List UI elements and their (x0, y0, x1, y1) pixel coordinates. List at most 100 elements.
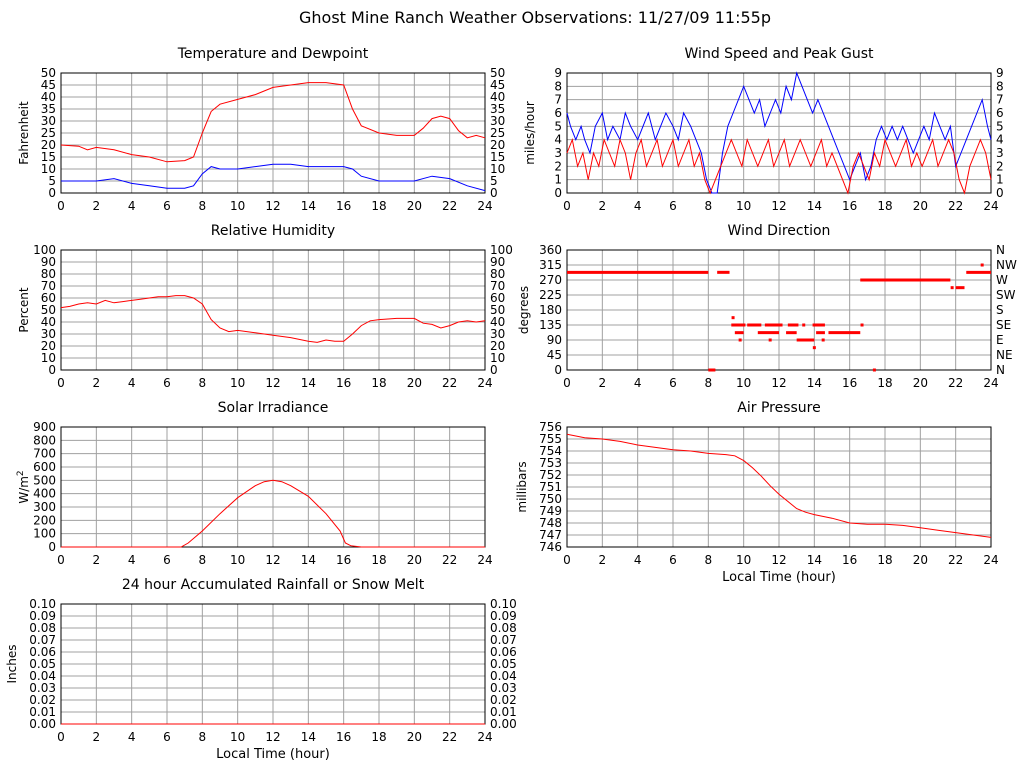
x-tick-label: 2 (599, 553, 607, 567)
y-tick-label: 600 (33, 460, 56, 474)
y-tick-label-right: 0 (490, 363, 498, 377)
x-tick-label: 8 (199, 199, 207, 213)
y-tick-label: 6 (554, 106, 562, 120)
y-tick-label-right: 30 (490, 114, 505, 128)
y-tick-label-right: 7 (996, 93, 1004, 107)
y-tick-label: 20 (41, 339, 56, 353)
y-tick-label-right: 0.00 (490, 717, 517, 731)
y-tick-label-right: N (996, 243, 1005, 257)
chart-title: Wind Speed and Peak Gust (685, 46, 874, 62)
chart-title: Solar Irradiance (218, 400, 329, 416)
y-tick-label: 0.04 (29, 669, 56, 683)
y-tick-label: 10 (41, 351, 56, 365)
x-tick-label: 10 (230, 553, 245, 567)
y-tick-label-right: 0.03 (490, 681, 517, 695)
y-tick-label: 10 (41, 162, 56, 176)
y-tick-label-right: 10 (490, 351, 505, 365)
y-tick-label: 0.03 (29, 681, 56, 695)
y-tick-label: 0 (554, 363, 562, 377)
y-tick-label-right: 0.10 (490, 597, 517, 611)
chart-title: Air Pressure (737, 400, 820, 416)
y-tick-label: 752 (539, 468, 562, 482)
x-tick-label: 18 (371, 199, 386, 213)
x-tick-label: 12 (265, 199, 280, 213)
x-tick-label: 20 (407, 199, 422, 213)
x-tick-label: 6 (669, 553, 677, 567)
x-tick-label: 2 (599, 199, 607, 213)
chart-title: Temperature and Dewpoint (177, 46, 369, 62)
y-tick-label: 225 (539, 288, 562, 302)
x-tick-label: 16 (336, 553, 351, 567)
y-tick-label: 45 (547, 348, 562, 362)
y-tick-label: 754 (539, 444, 562, 458)
y-tick-label: 755 (539, 432, 562, 446)
x-tick-label: 10 (230, 199, 245, 213)
y-tick-label: 0.05 (29, 657, 56, 671)
x-tick-label: 0 (57, 199, 65, 213)
y-tick-label: 300 (33, 500, 56, 514)
x-tick-label: 2 (93, 730, 101, 744)
y-tick-label-right: 30 (490, 327, 505, 341)
x-tick-label: 6 (163, 199, 171, 213)
series-line-0 (566, 71, 992, 194)
y-tick-label: 0.07 (29, 633, 56, 647)
x-tick-label: 8 (705, 553, 713, 567)
x-tick-label: 22 (948, 199, 963, 213)
y-tick-label: 0.00 (29, 717, 56, 731)
y-tick-label-right: 1 (996, 173, 1004, 187)
y-tick-label-right: NW (996, 258, 1017, 272)
y-tick-label: 5 (48, 174, 56, 188)
x-tick-label: 22 (442, 730, 457, 744)
direction-point (821, 338, 825, 342)
chart-title: 24 hour Accumulated Rainfall or Snow Mel… (122, 577, 425, 593)
y-tick-label-right: 50 (490, 303, 505, 317)
y-tick-label-right: 50 (490, 66, 505, 80)
y-tick-label: 1 (554, 173, 562, 187)
plot-frame (60, 426, 486, 548)
y-tick-label: 7 (554, 93, 562, 107)
y-axis-label-unit: W/m (17, 476, 31, 504)
y-tick-label-right: 5 (490, 174, 498, 188)
x-tick-label: 12 (265, 730, 280, 744)
y-tick-label-right: 0 (490, 186, 498, 200)
y-tick-label: 0 (48, 540, 56, 554)
x-tick-label: 6 (669, 199, 677, 213)
y-tick-label-right: SE (996, 318, 1011, 332)
x-tick-label: 8 (199, 553, 207, 567)
x-tick-label: 2 (599, 376, 607, 390)
x-tick-label: 12 (265, 376, 280, 390)
y-tick-label: 756 (539, 420, 562, 434)
x-tick-label: 20 (407, 730, 422, 744)
x-tick-label: 18 (877, 553, 892, 567)
x-tick-label: 22 (948, 553, 963, 567)
y-tick-label: 40 (41, 315, 56, 329)
x-tick-label: 12 (265, 553, 280, 567)
y-tick-label: 50 (41, 66, 56, 80)
x-tick-label: 24 (983, 199, 998, 213)
x-tick-label: 8 (199, 376, 207, 390)
y-tick-label-right: 60 (490, 291, 505, 305)
y-tick-label: 400 (33, 487, 56, 501)
x-tick-label: 22 (442, 553, 457, 567)
x-tick-label: 14 (301, 199, 316, 213)
y-tick-label-right: 45 (490, 78, 505, 92)
y-tick-label-right: E (996, 333, 1004, 347)
y-axis-label-exponent: 2 (16, 470, 26, 476)
y-tick-label: 746 (539, 540, 562, 554)
x-tick-label: 20 (407, 376, 422, 390)
x-tick-label: 0 (57, 376, 65, 390)
x-tick-label: 0 (563, 199, 571, 213)
y-tick-label: 40 (41, 90, 56, 104)
x-tick-label: 12 (771, 376, 786, 390)
y-tick-label-right: 100 (490, 243, 513, 257)
x-tick-label: 16 (842, 376, 857, 390)
y-tick-label: 4 (554, 133, 562, 147)
y-tick-label: 747 (539, 528, 562, 542)
y-tick-label: 0.09 (29, 609, 56, 623)
y-tick-label-right: W (996, 273, 1008, 287)
x-tick-label: 14 (301, 376, 316, 390)
